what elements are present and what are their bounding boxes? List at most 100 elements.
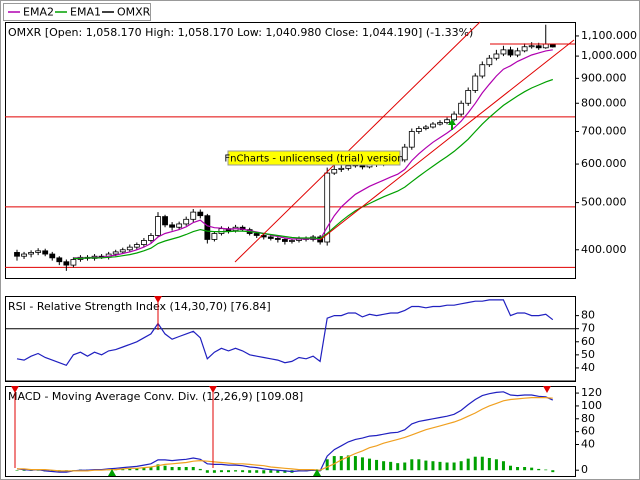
- candle-body: [549, 43, 556, 48]
- y-tick-label: 70: [581, 322, 595, 335]
- watermark-box: [227, 150, 401, 166]
- candle-body: [500, 49, 507, 55]
- histogram-bar: [121, 468, 125, 471]
- panel-title: OMXR [Open: 1,058.170 High: 1,058.170 Lo…: [8, 26, 473, 39]
- histogram-bar: [396, 463, 400, 471]
- candle-body: [42, 250, 49, 255]
- y-tick-label: 40: [581, 361, 595, 374]
- channel-line: [319, 39, 575, 241]
- y-tick-label: 40: [581, 438, 595, 451]
- y-tick-label: 80: [581, 309, 595, 322]
- histogram-bar: [382, 461, 386, 471]
- candle-body: [63, 261, 70, 266]
- candle-body: [514, 50, 521, 56]
- candle-body: [21, 253, 27, 257]
- candle-body: [289, 240, 295, 242]
- histogram-bar: [184, 467, 188, 471]
- plot-content: [15, 391, 555, 474]
- histogram-bar: [149, 467, 153, 471]
- sell-signal: [154, 296, 162, 303]
- candle-body: [183, 218, 190, 225]
- histogram-bar: [156, 464, 160, 471]
- candle-body: [338, 167, 345, 170]
- channel-line: [234, 21, 481, 263]
- candle-body: [437, 122, 443, 125]
- histogram-bar: [234, 470, 238, 472]
- plot-content: [5, 299, 575, 381]
- histogram-bar: [516, 467, 520, 471]
- y-tick-label: 100: [581, 399, 602, 412]
- histogram-bar: [15, 470, 19, 471]
- candle-body: [415, 128, 422, 132]
- histogram-bar: [205, 470, 209, 473]
- histogram-bar: [36, 470, 40, 471]
- y-tick-label: 400.000: [581, 243, 627, 256]
- candle-body: [253, 233, 260, 236]
- candle-body: [422, 126, 429, 129]
- plot-content: 12-01-0213-01-0114-01-0115-01-0116-01-01…: [5, 24, 575, 271]
- y-tick-label: 60: [581, 425, 595, 438]
- candle-body: [126, 246, 133, 251]
- candle-body: [119, 249, 126, 253]
- annotations: FnCharts - unlicensed (trial) version: [11, 21, 575, 476]
- buy-signal: [448, 119, 456, 130]
- series-line: [17, 397, 553, 472]
- candle-body: [451, 113, 458, 121]
- candle-body: [465, 90, 472, 104]
- candle-body: [169, 224, 176, 228]
- candle-body: [444, 119, 450, 124]
- candle-body: [140, 240, 147, 245]
- candle-body: [274, 238, 281, 240]
- candle-body: [148, 235, 154, 241]
- series-line: [16, 299, 554, 367]
- histogram-bar: [163, 465, 167, 471]
- candle-body: [28, 252, 35, 255]
- y-tick-label: 700.000: [581, 124, 627, 137]
- histogram-bar: [142, 467, 146, 471]
- histogram-bar: [452, 462, 456, 471]
- histogram-bar: [212, 470, 216, 473]
- histogram-bar: [438, 461, 442, 471]
- histogram-bar: [551, 470, 555, 473]
- legend-label: EMA1: [70, 6, 101, 19]
- y-tick-label: 600.000: [581, 157, 627, 170]
- histogram-bar: [403, 462, 407, 471]
- candle-body: [112, 251, 119, 255]
- legend-box: [3, 3, 151, 21]
- sell-signal: [543, 386, 551, 393]
- candle-body: [331, 169, 338, 174]
- histogram-bar: [248, 470, 252, 473]
- histogram-bar: [346, 455, 350, 471]
- candle-body: [190, 211, 197, 220]
- y-tick-label: 0: [581, 463, 588, 476]
- histogram-bar: [473, 456, 477, 471]
- legend-label: OMXR: [117, 6, 151, 19]
- histogram-bar: [480, 456, 484, 471]
- histogram-bar: [389, 461, 393, 471]
- candle-body: [458, 102, 465, 115]
- histogram-bar: [459, 461, 463, 471]
- y-tick-label: 1,100.000: [581, 29, 637, 42]
- histogram-bar: [509, 465, 512, 471]
- sell-signal: [209, 386, 217, 393]
- histogram-bar: [544, 469, 548, 471]
- plot-area: [5, 296, 576, 382]
- histogram-bar: [375, 459, 379, 471]
- histogram-bar: [135, 468, 139, 471]
- histogram-bar: [417, 459, 421, 471]
- candle-body: [521, 46, 528, 52]
- candle-body: [324, 172, 331, 243]
- candle-body: [507, 49, 514, 56]
- histogram-bar: [269, 470, 273, 473]
- candle-body: [528, 45, 535, 48]
- candle-body: [35, 250, 42, 253]
- candle-body: [535, 45, 542, 49]
- histogram-bar: [360, 457, 364, 471]
- panel-title: MACD - Moving Average Conv. Div. (12,26,…: [8, 390, 303, 403]
- y-tick-label: 1,000.000: [581, 49, 637, 62]
- histogram-bar: [177, 467, 181, 471]
- histogram-bar: [368, 458, 371, 471]
